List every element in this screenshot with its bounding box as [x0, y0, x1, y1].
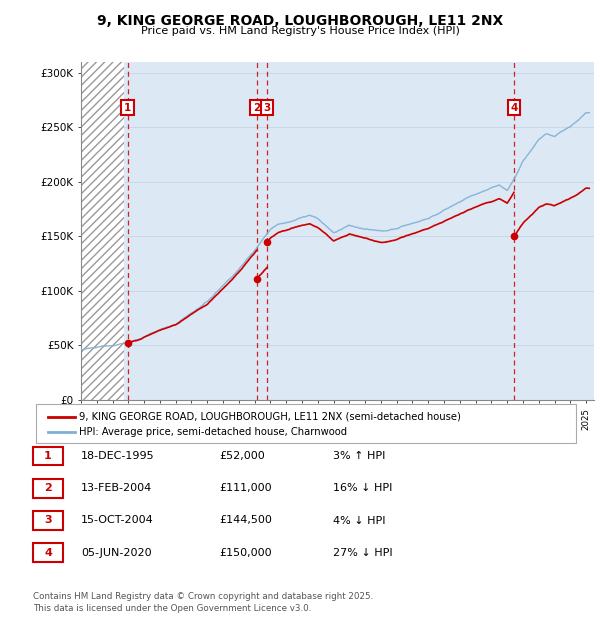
- Text: 2: 2: [253, 103, 260, 113]
- Text: 1: 1: [44, 451, 52, 461]
- Text: 1: 1: [124, 103, 131, 113]
- Text: 3: 3: [263, 103, 271, 113]
- Text: 4: 4: [510, 103, 518, 113]
- Text: £52,000: £52,000: [219, 451, 265, 461]
- Text: 05-JUN-2020: 05-JUN-2020: [81, 547, 152, 558]
- Text: 4% ↓ HPI: 4% ↓ HPI: [333, 515, 386, 526]
- Text: 15-OCT-2004: 15-OCT-2004: [81, 515, 154, 526]
- Bar: [81, 62, 124, 400]
- Text: 16% ↓ HPI: 16% ↓ HPI: [333, 483, 392, 494]
- Text: 9, KING GEORGE ROAD, LOUGHBOROUGH, LE11 2NX: 9, KING GEORGE ROAD, LOUGHBOROUGH, LE11 …: [97, 14, 503, 28]
- Text: HPI: Average price, semi-detached house, Charnwood: HPI: Average price, semi-detached house,…: [79, 427, 347, 437]
- Text: £111,000: £111,000: [219, 483, 272, 494]
- Text: 4: 4: [44, 547, 52, 558]
- Text: 3% ↑ HPI: 3% ↑ HPI: [333, 451, 385, 461]
- Text: 13-FEB-2004: 13-FEB-2004: [81, 483, 152, 494]
- Text: 27% ↓ HPI: 27% ↓ HPI: [333, 547, 392, 558]
- Text: 18-DEC-1995: 18-DEC-1995: [81, 451, 155, 461]
- Text: 3: 3: [44, 515, 52, 526]
- Text: 9, KING GEORGE ROAD, LOUGHBOROUGH, LE11 2NX (semi-detached house): 9, KING GEORGE ROAD, LOUGHBOROUGH, LE11 …: [79, 412, 461, 422]
- Text: £144,500: £144,500: [219, 515, 272, 526]
- Text: Contains HM Land Registry data © Crown copyright and database right 2025.
This d: Contains HM Land Registry data © Crown c…: [33, 591, 373, 613]
- Text: £150,000: £150,000: [219, 547, 272, 558]
- Text: Price paid vs. HM Land Registry's House Price Index (HPI): Price paid vs. HM Land Registry's House …: [140, 26, 460, 36]
- Text: 2: 2: [44, 483, 52, 494]
